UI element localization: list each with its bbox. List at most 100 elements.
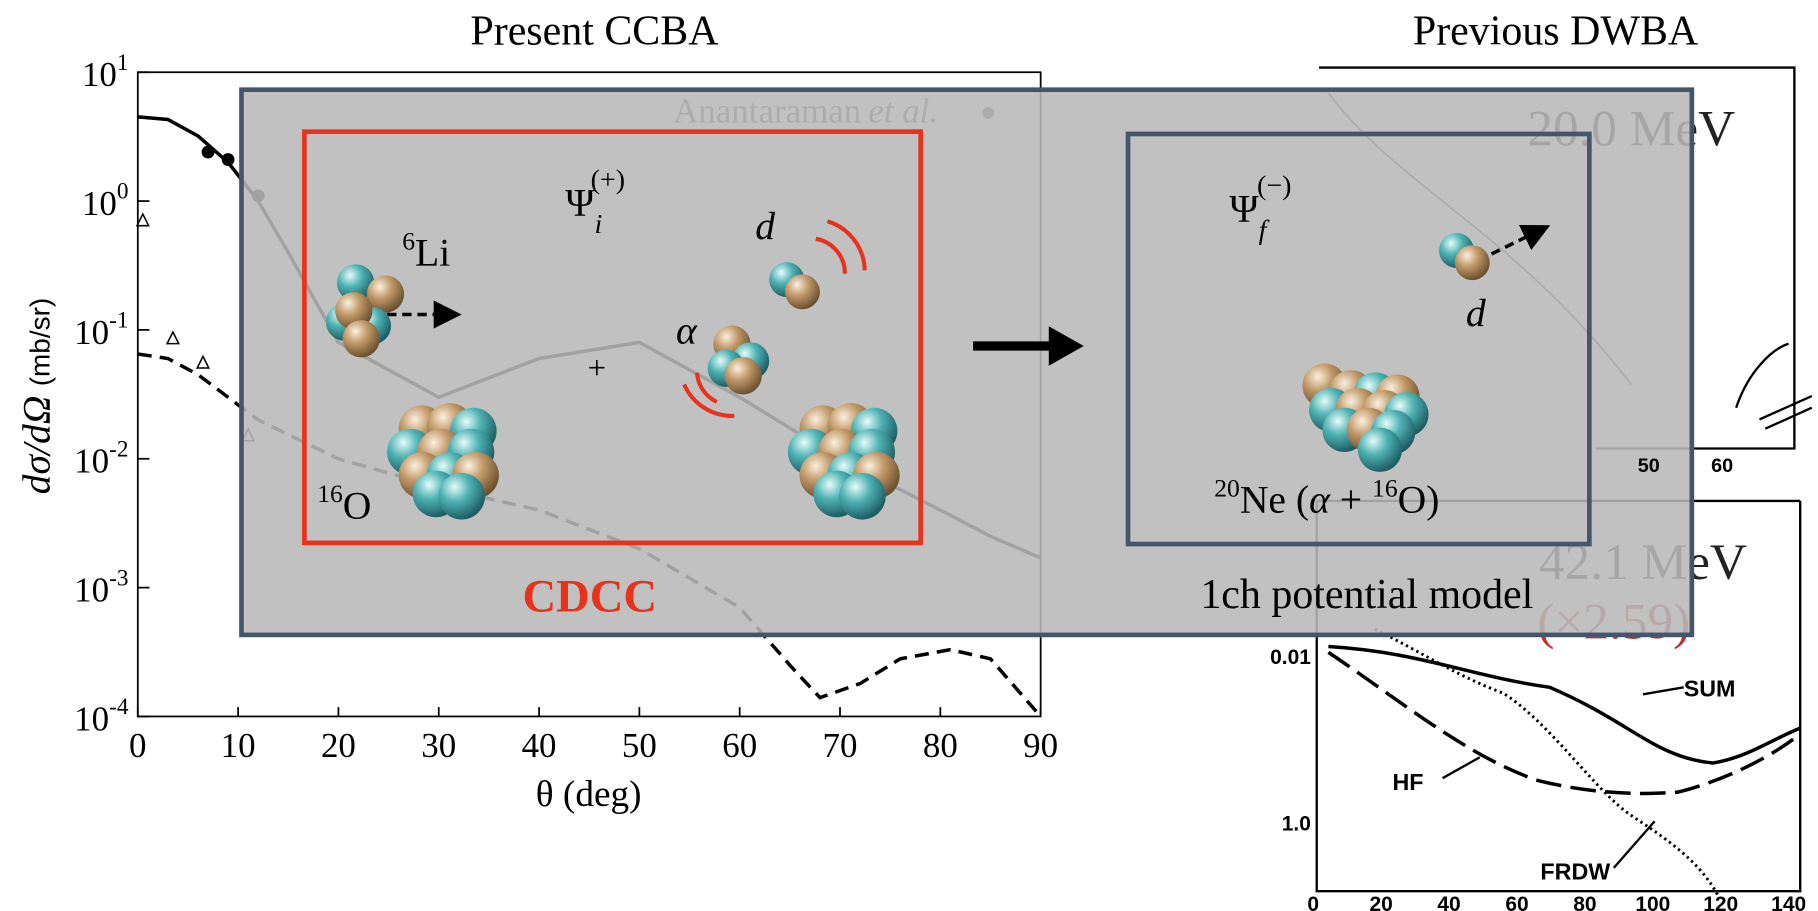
nuclei	[325, 232, 1490, 520]
y-tick-label: 10-3	[74, 565, 128, 609]
curve-label: FRDW	[1540, 859, 1610, 885]
x-tick-label: 0	[129, 726, 146, 765]
li-symbol: Li	[415, 231, 450, 275]
scan-tick-label: 20	[1370, 893, 1393, 911]
nucleon	[438, 472, 485, 520]
d-out-label: d	[1466, 291, 1486, 335]
x-tick-label: 30	[421, 726, 456, 765]
data-point	[201, 145, 215, 159]
nucleon	[784, 274, 820, 310]
scan-tick-label: 100	[1635, 893, 1670, 911]
y-tick-label: 10-1	[74, 308, 128, 352]
psi-sup: (−)	[1257, 171, 1291, 202]
data-point	[165, 330, 180, 345]
data-point	[195, 354, 211, 369]
y-tick-base: 10	[74, 313, 109, 352]
y-tick-base: 10	[82, 184, 117, 223]
nucleon	[1454, 245, 1490, 281]
ne-plus: +	[1330, 478, 1372, 522]
nucleon	[724, 357, 762, 395]
d-arrow	[1490, 224, 1551, 256]
y-tick-base: 10	[82, 55, 117, 94]
diagram-text: Ψi(+) 6Li 16O d α + CDCC Ψf(−) d 20Ne (α…	[317, 165, 1533, 623]
scan-tick-label: 60	[1711, 455, 1733, 477]
li-label: 6Li	[402, 226, 450, 274]
ne-symbol: Ne (	[1240, 478, 1309, 522]
scan-tick-label: 0.01	[1270, 646, 1311, 669]
x-tick-label: 80	[923, 726, 958, 765]
psi: Ψ	[565, 181, 595, 225]
psi-sub: i	[595, 209, 603, 240]
ne-label: 20Ne (α + 16O)	[1214, 473, 1439, 521]
scan-tick-label: 0	[1307, 893, 1319, 911]
nucleon	[342, 320, 380, 358]
y-tick-base: 10	[74, 571, 109, 610]
y-label-unit: (mb/sr)	[24, 298, 55, 386]
scan-tick-label: 80	[1573, 893, 1596, 911]
ne-mass: 20	[1214, 473, 1240, 502]
scan-tick-label: 50	[1638, 455, 1660, 477]
potential-box	[1125, 131, 1592, 547]
psi-in: Ψi (+)	[565, 165, 625, 240]
scan-tick-label: 40	[1437, 893, 1460, 911]
y-label: dσ/dΩ (mb/sr)	[14, 298, 58, 495]
nucleon	[335, 292, 373, 330]
cdcc-box	[302, 129, 923, 546]
y-tick-label: 10-2	[74, 436, 128, 480]
y-tick-base: 10	[74, 442, 109, 481]
y-tick-label: 10-4	[74, 694, 129, 738]
y-tick-exponent: -2	[109, 436, 128, 462]
data-point	[135, 212, 150, 227]
scan-tick-label: 1.0	[1282, 813, 1311, 836]
x-tick-label: 20	[321, 726, 356, 765]
scan-tick-label: 120	[1703, 893, 1738, 911]
previous-title: Previous DWBA	[1413, 8, 1698, 54]
core-symbol: O)	[1398, 478, 1440, 522]
nucleon	[839, 472, 886, 520]
main-arrow-head	[1048, 326, 1084, 366]
y-tick-label: 101	[82, 50, 129, 94]
x-tick-label: 60	[722, 726, 757, 765]
o-symbol: O	[343, 483, 372, 527]
potential-label: 1ch potential model	[1200, 572, 1533, 618]
overlay-panel	[239, 87, 1695, 638]
x-tick-label: 10	[221, 726, 256, 765]
scan-tick-label: 60	[1505, 893, 1528, 911]
x-tick-label: 50	[622, 726, 657, 765]
curve-label: HF	[1392, 769, 1423, 795]
li-mass: 6	[402, 226, 415, 255]
psi-sup: (+)	[591, 165, 625, 196]
x-tick-label: 40	[522, 726, 557, 765]
data-point	[221, 153, 235, 166]
y-tick-label: 100	[82, 179, 129, 223]
curve-label: SUM	[1684, 676, 1736, 702]
psi: Ψ	[1229, 186, 1259, 230]
scan-tick-label: 140	[1771, 893, 1806, 911]
y-tick-exponent: -3	[109, 565, 128, 591]
o-mass: 16	[317, 479, 343, 508]
d-label: d	[755, 204, 775, 248]
y-tick-exponent: 1	[117, 50, 129, 76]
o-label: 16O	[317, 479, 371, 527]
psi-out: Ψf (−)	[1229, 171, 1291, 246]
cdcc-label: CDCC	[523, 571, 658, 623]
ne-alpha: α	[1309, 478, 1331, 522]
y-tick-exponent: -1	[109, 308, 128, 334]
y-tick-exponent: -4	[109, 694, 129, 720]
chart-title: Present CCBA	[470, 8, 718, 54]
nucleon	[366, 275, 405, 313]
nucleon	[1357, 427, 1403, 472]
waves	[682, 219, 867, 418]
y-label-main: dσ/dΩ	[14, 396, 58, 495]
plus: +	[588, 351, 606, 387]
x-tick-label: 70	[823, 726, 858, 765]
y-tick-exponent: 0	[117, 179, 129, 205]
alpha-label: α	[676, 309, 698, 353]
psi-sub: f	[1259, 215, 1270, 246]
x-tick-label: 90	[1023, 726, 1058, 765]
previous-ticks: 50 60 0.01 1.0 0 20 40 60 80 100 120 140 SUM HF FRDW	[1270, 455, 1806, 911]
y-tick-base: 10	[74, 699, 109, 738]
core-mass: 16	[1372, 473, 1398, 502]
